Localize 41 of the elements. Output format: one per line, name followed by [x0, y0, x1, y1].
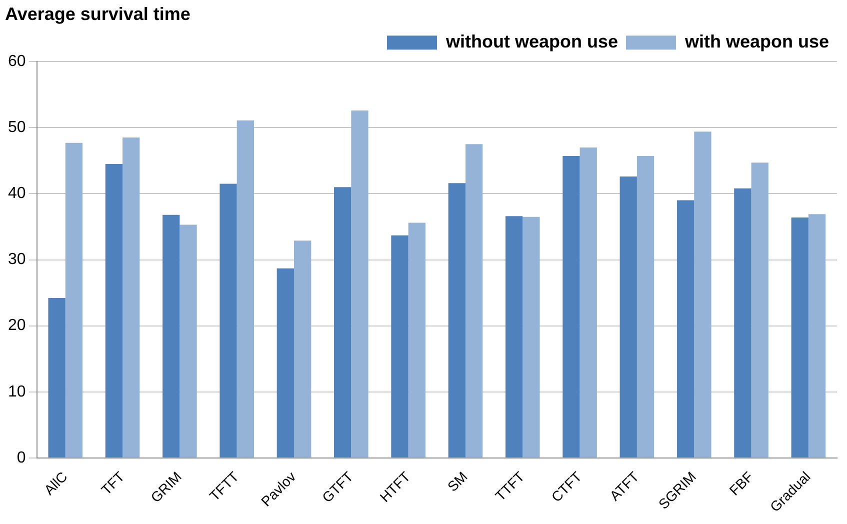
bar	[65, 142, 83, 458]
bar	[751, 162, 768, 458]
bar	[734, 188, 752, 458]
bar	[294, 240, 312, 458]
bar	[351, 110, 368, 458]
bar	[236, 120, 254, 458]
bar	[408, 222, 426, 458]
bar	[694, 132, 712, 458]
bar	[448, 183, 466, 458]
bar	[122, 138, 140, 458]
y-tick-label: 60	[8, 53, 26, 70]
bar	[48, 298, 66, 458]
x-tick-label: TFT	[98, 468, 128, 498]
y-tick-label: 40	[8, 185, 26, 202]
bar	[220, 184, 237, 458]
bar	[808, 214, 826, 458]
bar	[791, 217, 808, 458]
bar	[180, 224, 197, 458]
bar	[276, 268, 294, 458]
y-tick-label: 10	[8, 383, 26, 400]
bar	[636, 156, 654, 458]
y-tick-label: 20	[8, 317, 26, 334]
bar	[162, 214, 180, 458]
bar	[105, 164, 123, 458]
bar	[620, 176, 637, 458]
x-tick-label: SM	[444, 468, 470, 495]
bar	[391, 235, 408, 458]
chart-title: Average survival time	[5, 4, 190, 24]
x-tick-label: AllC	[40, 468, 70, 498]
bar	[676, 200, 694, 458]
bar	[522, 216, 540, 458]
bar	[562, 156, 580, 458]
y-tick-label: 0	[16, 449, 26, 466]
bar	[580, 147, 597, 458]
legend-label: with weapon use	[684, 32, 830, 52]
y-tick-label: 30	[8, 251, 26, 268]
bar	[505, 216, 523, 458]
bar	[334, 187, 352, 458]
y-tick-label: 50	[8, 119, 26, 136]
bar	[465, 144, 483, 458]
legend-label: without weapon use	[444, 32, 618, 52]
